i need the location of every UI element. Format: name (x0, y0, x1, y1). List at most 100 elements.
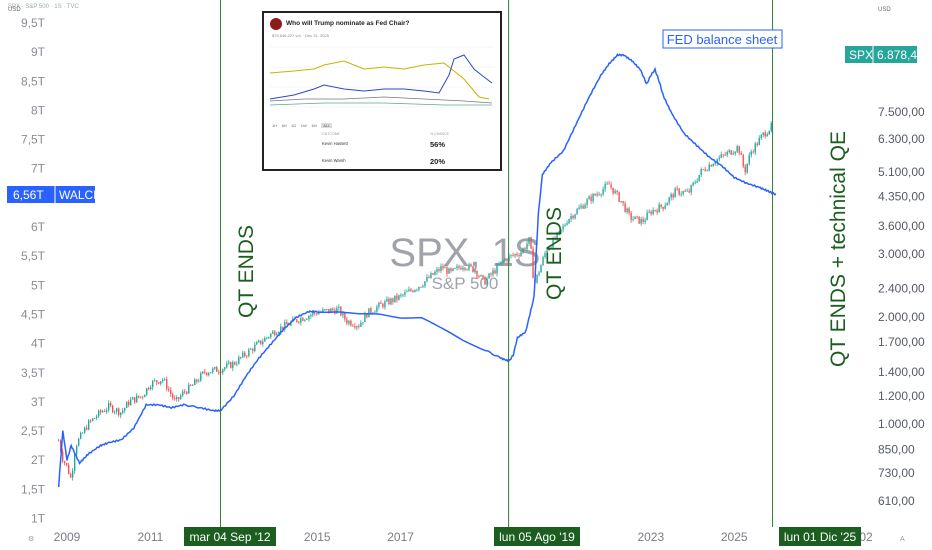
spx-candle-body (578, 207, 580, 210)
right-tick-label: 4.350,00 (878, 190, 925, 204)
spx-candle-body (704, 169, 706, 171)
spx-candle-body (700, 169, 702, 175)
spx-candle-body (374, 311, 376, 313)
spx-candle-body (428, 277, 430, 278)
spx-badge-value: 6.878,49 (877, 48, 924, 62)
spx-candle-body (95, 416, 98, 419)
left-tick-label: 4T (31, 337, 46, 351)
spx-candle-body (344, 312, 346, 320)
spx-candle-body (562, 225, 564, 230)
marker-label-2019: lun 05 Ago '19 (499, 530, 575, 544)
spx-candle-body (498, 264, 500, 266)
spx-candle-body (81, 432, 84, 434)
spx-candle-body (768, 130, 770, 135)
spx-candle-body (216, 367, 218, 372)
settings-icon[interactable]: ⚙ (28, 535, 34, 543)
spx-candle-body (568, 219, 570, 224)
spx-candle-body (436, 269, 438, 272)
spx-candle-body (514, 254, 516, 256)
spx-candle-body (574, 214, 576, 219)
spx-candle-body (128, 401, 130, 406)
spx-candle-body (388, 298, 390, 305)
spx-candle-body (706, 170, 708, 172)
left-tick-label: 9T (31, 45, 46, 59)
spx-candle-body (606, 183, 608, 185)
spx-candle-body (124, 407, 126, 411)
spx-candle-body (310, 314, 312, 317)
spx-candle-body (256, 342, 258, 345)
spx-candle-body (298, 321, 300, 323)
spx-candle-body (746, 163, 748, 173)
spx-candle-body (318, 312, 320, 315)
spx-candle-body (274, 331, 276, 336)
spx-candle-body (83, 427, 86, 433)
vertical-markers (219, 0, 774, 527)
spx-candle-body (490, 273, 492, 275)
spx-candle-body (492, 270, 494, 275)
spx-candle-body (456, 266, 458, 269)
spx-candle-body (202, 371, 204, 374)
spx-candle-body (122, 410, 124, 413)
spx-candle-body (172, 394, 174, 399)
spx-candle-body (194, 379, 196, 386)
spx-candle-body (176, 397, 178, 400)
spx-candle-body (690, 185, 692, 193)
spx-candle-body (466, 269, 468, 271)
spx-candle-body (380, 302, 382, 304)
spx-candle-body (710, 164, 712, 167)
spx-candle-body (398, 295, 400, 300)
spx-candle-body (360, 322, 362, 327)
right-tick-label: 1.000,00 (878, 417, 925, 431)
spx-candle-body (188, 384, 190, 394)
spx-candle-body (506, 258, 508, 262)
spx-candle-body (328, 308, 330, 313)
spx-candle-body (610, 184, 612, 188)
auto-scale-icon[interactable]: A (900, 536, 905, 543)
spx-candle-body (576, 209, 578, 215)
left-tick-label: 6T (31, 220, 46, 234)
spx-candle-body (282, 326, 284, 330)
spx-candle-body (750, 151, 752, 156)
spx-candle-body (522, 248, 524, 253)
spx-badge (845, 46, 917, 63)
spx-candle-body (116, 408, 118, 412)
spx-candle-body (101, 411, 104, 413)
spx-candle-body (316, 313, 318, 315)
spx-candle-body (468, 264, 470, 270)
spx-candle-body (614, 190, 616, 194)
spx-candle-body (352, 325, 354, 327)
spx-candle-body (660, 204, 662, 207)
spx-candle-body (558, 231, 560, 234)
spx-candle-body (314, 312, 316, 314)
spx-candle-body (504, 258, 506, 261)
spx-candle-body (59, 440, 62, 452)
spx-candle-body (730, 150, 732, 155)
right-tick-label: 610,00 (878, 494, 915, 508)
spx-candle-body (368, 308, 370, 318)
spx-candle-body (734, 151, 736, 154)
spx-candle-body (152, 380, 154, 388)
spx-candle-body (766, 134, 768, 137)
spx-candle-body (370, 308, 372, 314)
spx-candle-body (63, 461, 66, 463)
spx-candle-body (448, 268, 450, 274)
spx-candle-body (306, 319, 308, 320)
spx-candle-body (432, 273, 434, 275)
spx-candle-body (376, 306, 378, 312)
spx-candle-body (148, 388, 150, 390)
spx-candle-body (126, 401, 128, 408)
spx-candle-body (87, 420, 90, 430)
spx-candle-body (644, 220, 646, 222)
spx-candle-body (198, 380, 200, 382)
spx-candle-body (178, 397, 180, 399)
spx-candle-body (450, 268, 452, 271)
spx-candle-body (486, 278, 488, 285)
inset-row-1-name: Kevin Hassett (322, 141, 348, 146)
spx-candle-body (226, 363, 228, 368)
spx-candle-body (740, 152, 742, 155)
spx-candle-body (476, 270, 478, 277)
spx-candle-body (544, 253, 546, 258)
left-tick-label: 8T (31, 103, 46, 117)
spx-candle-body (556, 233, 558, 240)
spx-candle-body (404, 292, 406, 295)
